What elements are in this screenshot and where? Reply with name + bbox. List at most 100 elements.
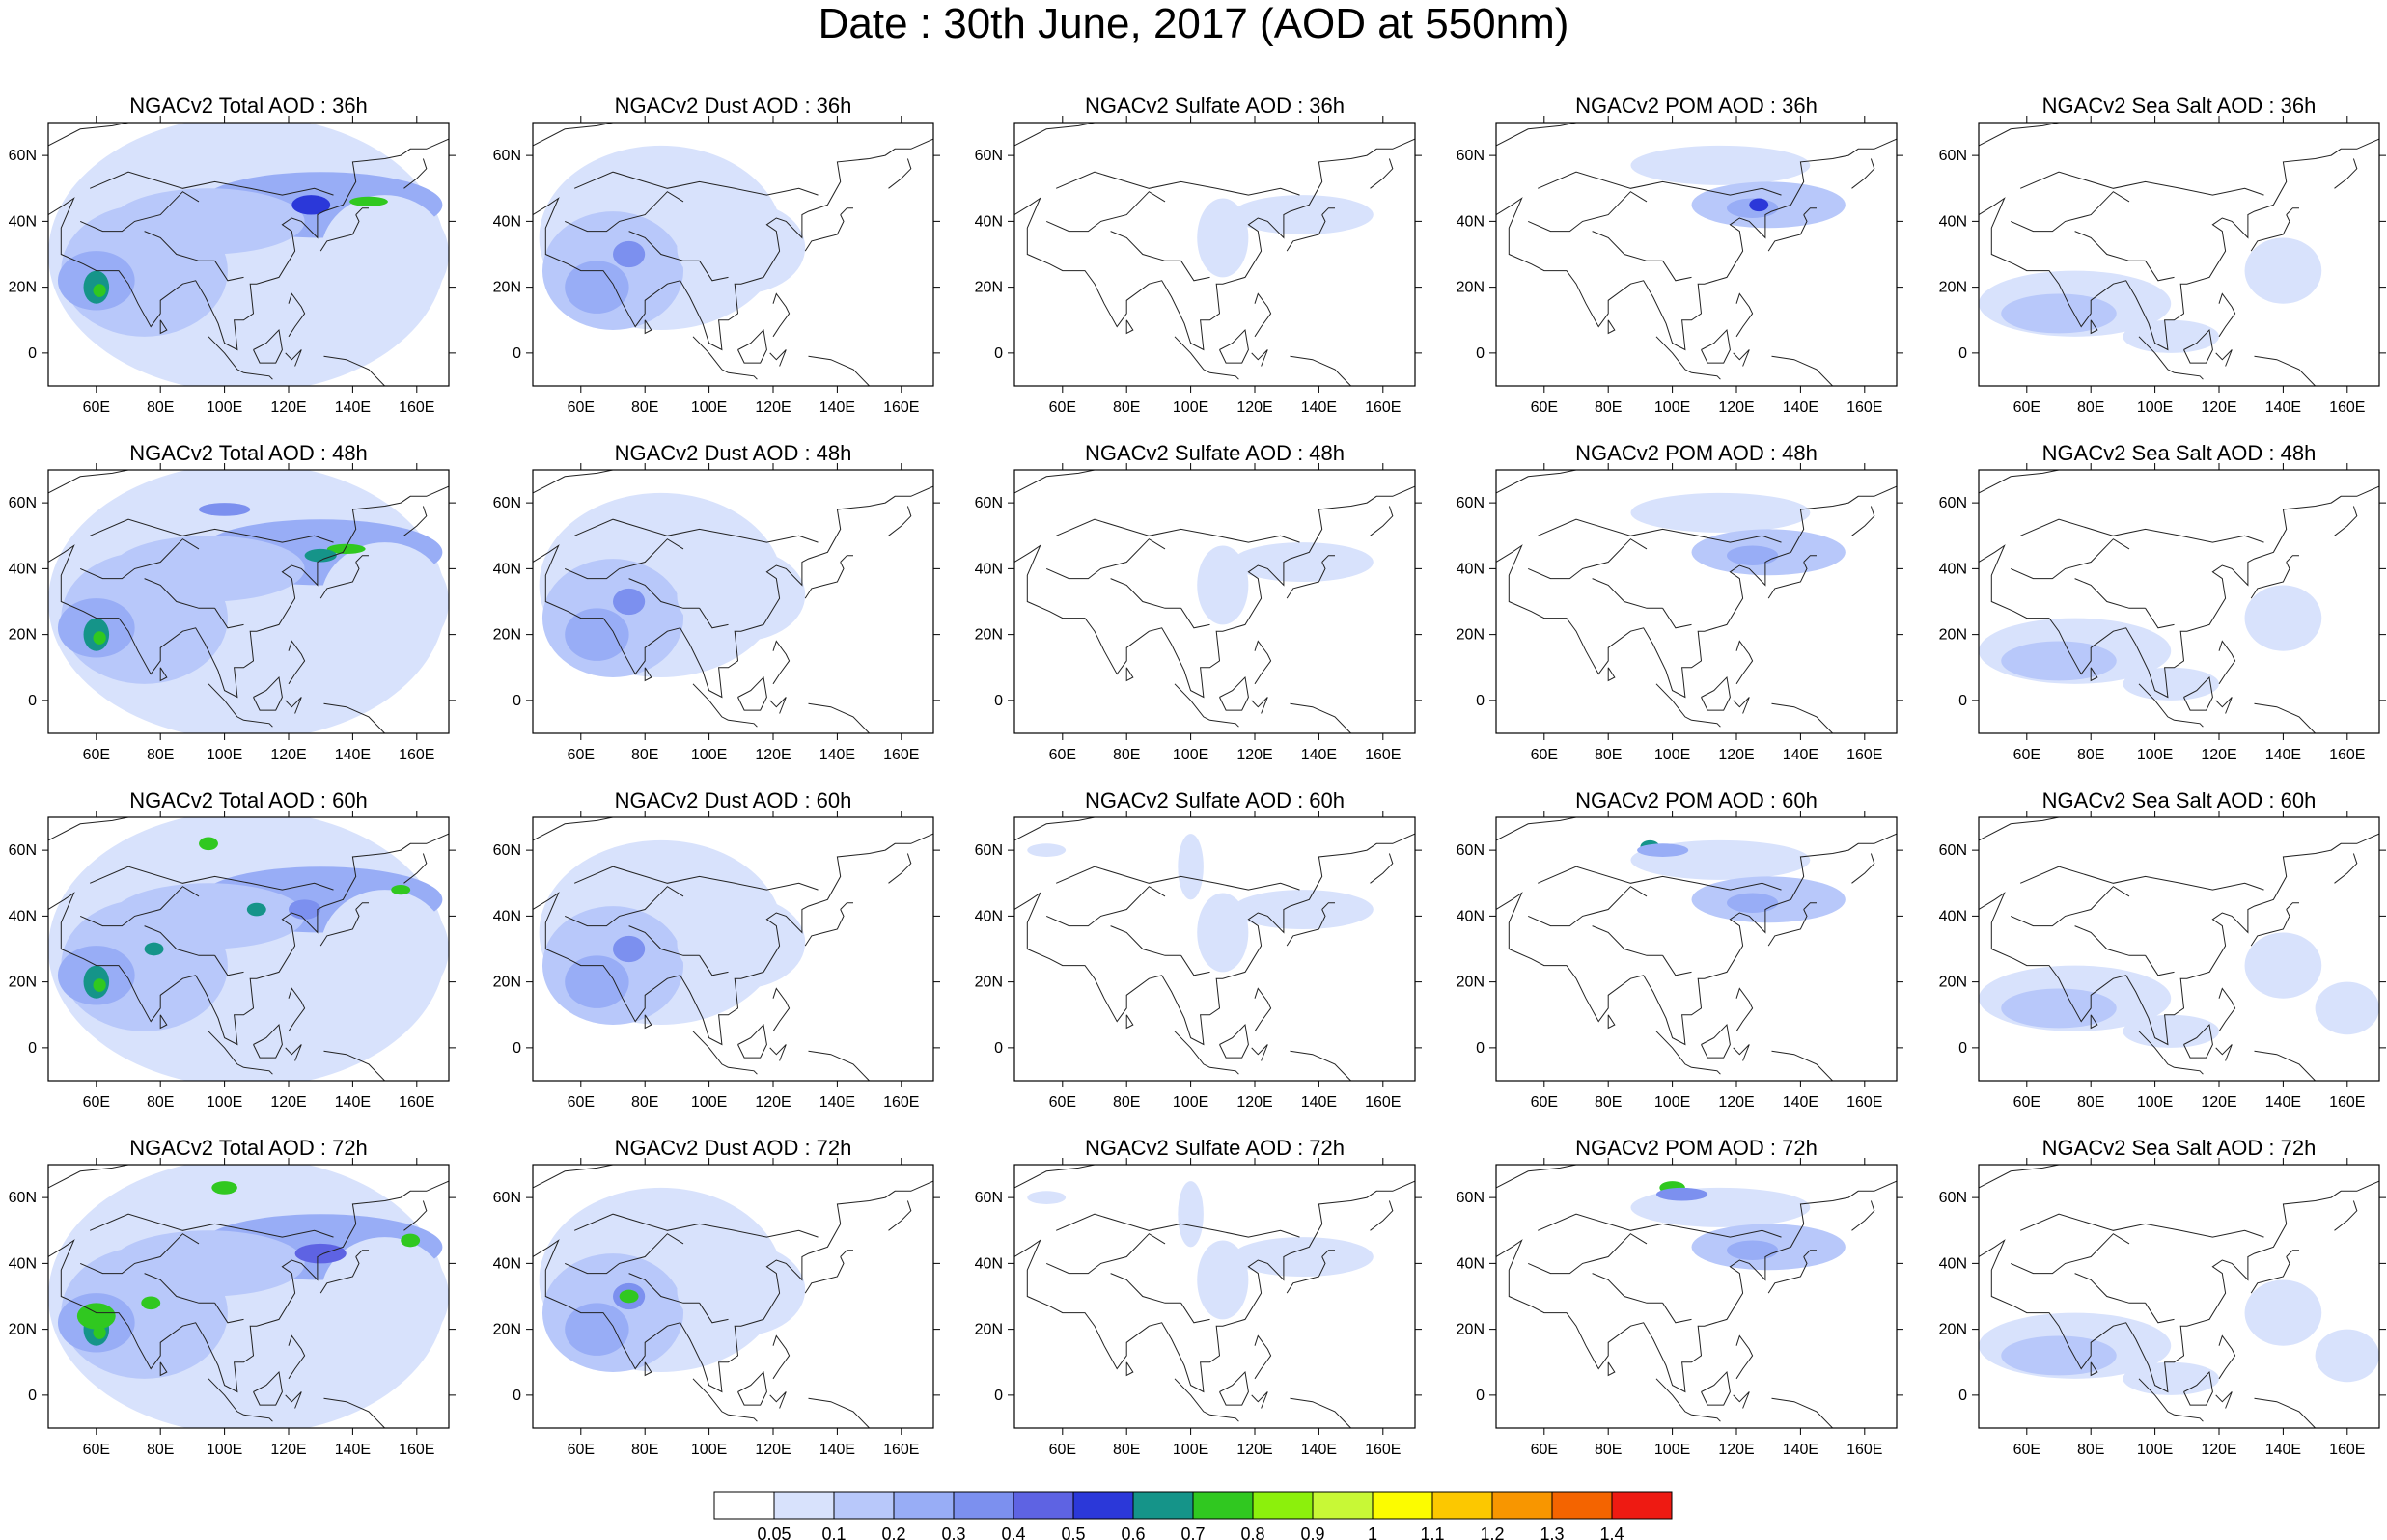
aod-patch [2001,293,2117,334]
aod-patch [289,899,321,920]
coastline-path [1592,578,1663,609]
coastline-path [1321,902,1335,910]
lat-tick-label: 40N [975,1255,1003,1272]
aod-field [1630,1181,1846,1271]
coastline-path [1538,866,1782,891]
lon-tick-label: 140E [1783,1094,1818,1111]
lat-tick-label: 40N [9,908,37,924]
lon-tick-label: 80E [631,747,658,763]
panel-title: NGACv2 Dust AOD : 36h [615,94,852,118]
aod-field [1630,839,1846,923]
coastline-path [769,1391,787,1409]
lon-tick-label: 80E [2077,1442,2104,1458]
map-panel: NGACv2 POM AOD : 72h 60N 40N 20N 0 60E 80E 100E… [1457,1136,1903,1458]
coastline [1496,817,1897,1081]
colorbar-label: 1.2 [1480,1525,1504,1540]
coastline-path [769,1044,787,1061]
lat-tick-label: 40N [9,213,37,230]
colorbar-swatch [1372,1491,1433,1520]
coastline-path [1979,123,2060,147]
coastline-path [644,667,652,682]
coastline-path [1286,1256,1326,1294]
coastline-path [90,518,334,543]
coastline-path [1251,697,1268,714]
coastline-path [2145,955,2175,976]
lon-tick-label: 60E [568,747,595,763]
aod-patch [619,1289,639,1304]
coastline-path [1286,562,1326,599]
coastline-path [2020,1213,2264,1238]
coastline-path [355,902,369,910]
coastline-path [1251,1044,1268,1061]
coastline-path [888,1200,912,1231]
lat-tick-label: 0 [1476,693,1485,709]
lat-tick-label: 0 [1958,1040,1967,1057]
lon-tick-label: 100E [2137,747,2173,763]
coastline-path [288,640,306,685]
coastline-path [2138,336,2175,373]
panel-title: NGACv2 Sulfate AOD : 60h [1085,788,1345,812]
lat-tick-label: 0 [1476,1388,1485,1404]
aod-patch [112,188,305,255]
coastline-path [48,485,449,699]
coastline-path [772,1334,791,1380]
colorbar-swatch [1132,1491,1194,1520]
coastline-path [1851,506,1875,536]
aod-patch [320,890,449,1008]
aod-patch [391,884,411,895]
aod-field [1630,145,1846,229]
coastline [1014,817,1415,1081]
lon-tick-label: 140E [1301,1094,1337,1111]
coastline-path [772,987,791,1032]
lon-tick-label: 120E [755,1442,791,1458]
lat-tick-label: 40N [1939,1255,1967,1272]
aod-field [539,839,806,1025]
coastline-path [355,207,369,215]
map-frame [1978,1164,2380,1429]
coastline-path [2250,1256,2290,1294]
coastline-path [319,562,360,599]
coastline-path [48,1180,449,1393]
map-frame [1495,469,1898,734]
coastline-path [1655,1378,1692,1416]
coastline-path [1321,1250,1335,1257]
lat-tick-label: 20N [9,1322,37,1338]
lon-tick-label: 160E [2329,399,2365,416]
lat-tick-label: 60N [1939,1190,1967,1206]
panel-title: NGACv2 Total AOD : 36h [129,94,368,118]
coastline-path [1496,485,1897,699]
map-frame [532,1164,934,1429]
coastline [533,1165,933,1428]
lat-tick-label: 60N [1457,1190,1485,1206]
lon-tick-label: 140E [1783,1442,1818,1458]
coastline-path [1110,1273,1181,1304]
lat-tick-label: 40N [1457,561,1485,577]
coastline-path [2090,1361,2098,1377]
aod-patch [565,608,629,661]
lon-tick-label: 100E [691,747,727,763]
coastline-path [1701,1023,1731,1059]
panel-title: NGACv2 POM AOD : 48h [1575,441,1818,465]
map-frame [1495,122,1898,387]
aod-patch [112,1230,305,1297]
lon-tick-label: 80E [1113,399,1140,416]
colorbar-label: 1 [1368,1525,1377,1540]
lat-tick-label: 40N [975,908,1003,924]
coastline [1496,1165,1897,1428]
lat-tick-label: 20N [1457,280,1485,296]
coastline-path [2250,214,2290,252]
map-frame [1013,1164,1416,1429]
coastline-path [323,1397,385,1428]
lon-tick-label: 100E [691,399,727,416]
coastline [1496,470,1897,733]
lat-tick-label: 40N [493,561,521,577]
coastline-path [253,675,283,711]
coastline-path [1655,683,1692,721]
coastline-path [808,1397,870,1428]
lon-tick-label: 100E [691,1094,727,1111]
lon-tick-label: 100E [207,747,242,763]
coastline-path [2334,853,2358,884]
coastline [533,817,933,1081]
coastline-path [692,336,729,373]
aod-patch [141,1296,161,1310]
